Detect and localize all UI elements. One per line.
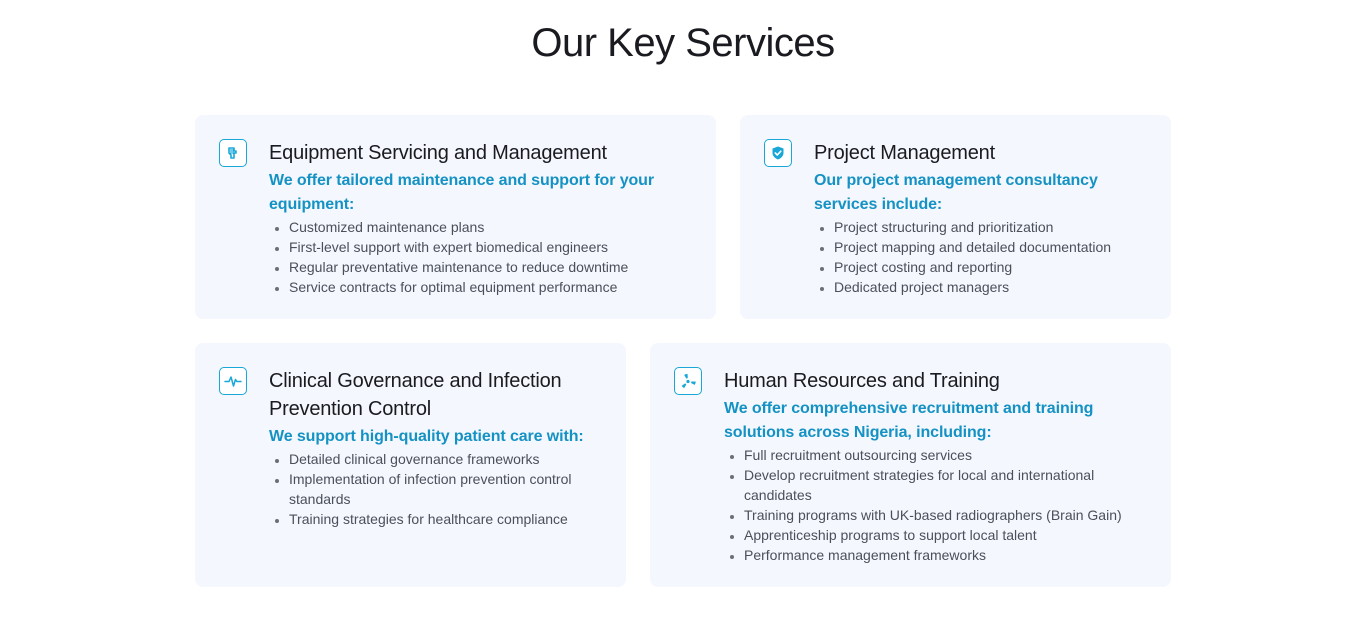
shield-check-icon <box>764 139 792 167</box>
list-item: Apprenticeship programs to support local… <box>744 525 1151 545</box>
list-item: Implementation of infection prevention c… <box>289 469 606 509</box>
service-title: Project Management <box>814 142 995 164</box>
service-list: Detailed clinical governance frameworks … <box>269 449 606 529</box>
service-card-clinical-governance: Clinical Governance and Infection Preven… <box>195 343 626 587</box>
hand-wrench-icon <box>219 139 247 167</box>
list-item: Service contracts for optimal equipment … <box>289 277 696 297</box>
service-title: Clinical Governance and Infection Preven… <box>269 370 562 420</box>
list-item: First-level support with expert biomedic… <box>289 237 696 257</box>
service-list: Full recruitment outsourcing services De… <box>724 445 1151 565</box>
service-list: Customized maintenance plans First-level… <box>269 217 696 297</box>
list-item: Customized maintenance plans <box>289 217 696 237</box>
service-card-project-management: Project Management Our project managemen… <box>740 115 1171 319</box>
service-intro: We support high-quality patient care wit… <box>269 428 584 445</box>
service-list: Project structuring and prioritization P… <box>814 217 1151 297</box>
service-title: Human Resources and Training <box>724 370 1000 392</box>
list-item: Regular preventative maintenance to redu… <box>289 257 696 277</box>
list-item: Training programs with UK-based radiogra… <box>744 505 1151 525</box>
list-item: Project costing and reporting <box>834 257 1151 277</box>
list-item: Full recruitment outsourcing services <box>744 445 1151 465</box>
list-item: Develop recruitment strategies for local… <box>744 465 1151 505</box>
list-item: Project mapping and detailed documentati… <box>834 237 1151 257</box>
list-item: Performance management frameworks <box>744 545 1151 565</box>
list-item: Detailed clinical governance frameworks <box>289 449 606 469</box>
heartbeat-icon <box>219 367 247 395</box>
radiation-icon <box>674 367 702 395</box>
service-intro: Our project management consultancy servi… <box>814 172 1098 213</box>
service-title: Equipment Servicing and Management <box>269 142 607 164</box>
list-item: Training strategies for healthcare compl… <box>289 509 606 529</box>
service-card-equipment: Equipment Servicing and Management We of… <box>195 115 716 319</box>
list-item: Dedicated project managers <box>834 277 1151 297</box>
service-intro: We offer comprehensive recruitment and t… <box>724 400 1094 441</box>
list-item: Project structuring and prioritization <box>834 217 1151 237</box>
service-card-human-resources: Human Resources and Training We offer co… <box>650 343 1171 587</box>
service-intro: We offer tailored maintenance and suppor… <box>269 172 654 213</box>
section-title: Our Key Services <box>531 21 835 65</box>
